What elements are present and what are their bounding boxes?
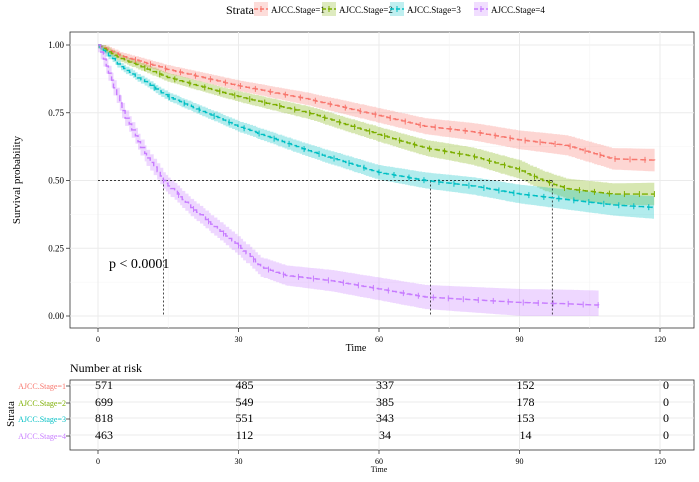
x-tick-label: 60	[375, 335, 383, 344]
risk-table-y-label: Strata	[5, 401, 17, 427]
legend-item-1: AJCC.Stage=1	[254, 2, 325, 16]
legend-item-4: AJCC.Stage=4	[474, 2, 545, 16]
x-tick-label: 30	[235, 335, 243, 344]
risk-cell: 34	[379, 428, 391, 442]
survival-curve-1	[98, 44, 656, 161]
x-tick-label: 120	[654, 335, 666, 344]
risk-cell: 699	[95, 395, 113, 409]
legend: Strata AJCC.Stage=1 AJCC.Stage=2 AJCC.Stag…	[226, 2, 545, 17]
risk-cell: 463	[95, 428, 113, 442]
risk-cell: 14	[520, 428, 532, 442]
risk-table-title: Number at risk	[70, 361, 142, 375]
legend-label: AJCC.Stage=4	[491, 5, 545, 15]
confidence-band-1	[98, 45, 655, 172]
risk-x-tick-label: 60	[375, 457, 383, 466]
confidence-bands	[98, 45, 655, 316]
risk-row-2: AJCC.Stage=2 699 549 385 178 0	[18, 395, 669, 409]
risk-table-panel	[69, 379, 695, 451]
survival-curves	[98, 44, 656, 309]
legend-label: AJCC.Stage=2	[339, 5, 393, 15]
y-tick-label: 0.25	[48, 243, 64, 253]
risk-row-label: AJCC.Stage=4	[18, 432, 66, 441]
risk-cell: 549	[236, 395, 254, 409]
risk-row-label: AJCC.Stage=3	[18, 415, 66, 424]
risk-cell: 0	[663, 378, 669, 392]
legend-label: AJCC.Stage=1	[271, 5, 325, 15]
x-axis: 0 30 60 90 120	[96, 328, 666, 344]
risk-cell: 818	[95, 411, 113, 425]
x-tick-label: 0	[96, 335, 100, 344]
legend-title: Strata	[226, 3, 255, 17]
x-tick-label: 90	[516, 335, 524, 344]
risk-table-x-axis: 0 30 60 90 120	[96, 450, 666, 466]
confidence-band-3	[98, 45, 654, 219]
legend-label: AJCC.Stage=3	[407, 5, 461, 15]
risk-x-tick-label: 30	[235, 457, 243, 466]
y-axis: 0.00 0.25 0.50 0.75 1.00	[48, 40, 70, 321]
y-tick-label: 0.75	[48, 108, 64, 118]
y-tick-label: 0.50	[48, 176, 64, 186]
risk-cell: 153	[517, 411, 535, 425]
survival-curve-2	[98, 44, 655, 195]
p-value-annotation: p < 0.0001	[109, 257, 169, 272]
survival-curve-3	[98, 44, 655, 209]
risk-row-4: AJCC.Stage=4 463 112 34 14 0	[18, 428, 669, 442]
risk-x-tick-label: 0	[96, 457, 100, 466]
y-tick-label: 1.00	[48, 40, 64, 50]
risk-cell: 337	[376, 378, 394, 392]
risk-x-tick-label: 90	[516, 457, 524, 466]
risk-cell: 178	[517, 395, 535, 409]
risk-cell: 485	[236, 378, 254, 392]
risk-row-3: AJCC.Stage=3 818 551 343 153 0	[18, 411, 669, 425]
risk-cell: 343	[376, 411, 394, 425]
risk-cell: 152	[517, 378, 535, 392]
risk-x-tick-label: 120	[654, 457, 666, 466]
risk-table-rows: AJCC.Stage=1 571 485 337 152 0 AJCC.Stage=2 699…	[18, 378, 669, 442]
legend-item-2: AJCC.Stage=2	[322, 2, 393, 16]
risk-table-x-label: Time	[371, 465, 388, 474]
confidence-band-2	[98, 45, 655, 206]
legend-item-3: AJCC.Stage=3	[390, 2, 461, 16]
risk-row-label: AJCC.Stage=1	[18, 382, 66, 391]
risk-cell: 571	[95, 378, 113, 392]
risk-cell: 0	[663, 411, 669, 425]
survival-curve-4	[98, 44, 600, 306]
x-axis-label: Time	[346, 343, 367, 354]
risk-cell: 385	[376, 395, 394, 409]
risk-cell: 0	[663, 428, 669, 442]
risk-cell: 0	[663, 395, 669, 409]
median-reference-lines	[98, 180, 553, 316]
risk-row-1: AJCC.Stage=1 571 485 337 152 0	[18, 378, 669, 392]
y-axis-label: Survival probability	[11, 135, 23, 224]
risk-cell: 551	[236, 411, 254, 425]
risk-cell: 112	[236, 428, 254, 442]
risk-table-grid	[70, 380, 694, 450]
risk-row-label: AJCC.Stage=2	[18, 399, 66, 408]
y-tick-label: 0.00	[48, 311, 64, 321]
